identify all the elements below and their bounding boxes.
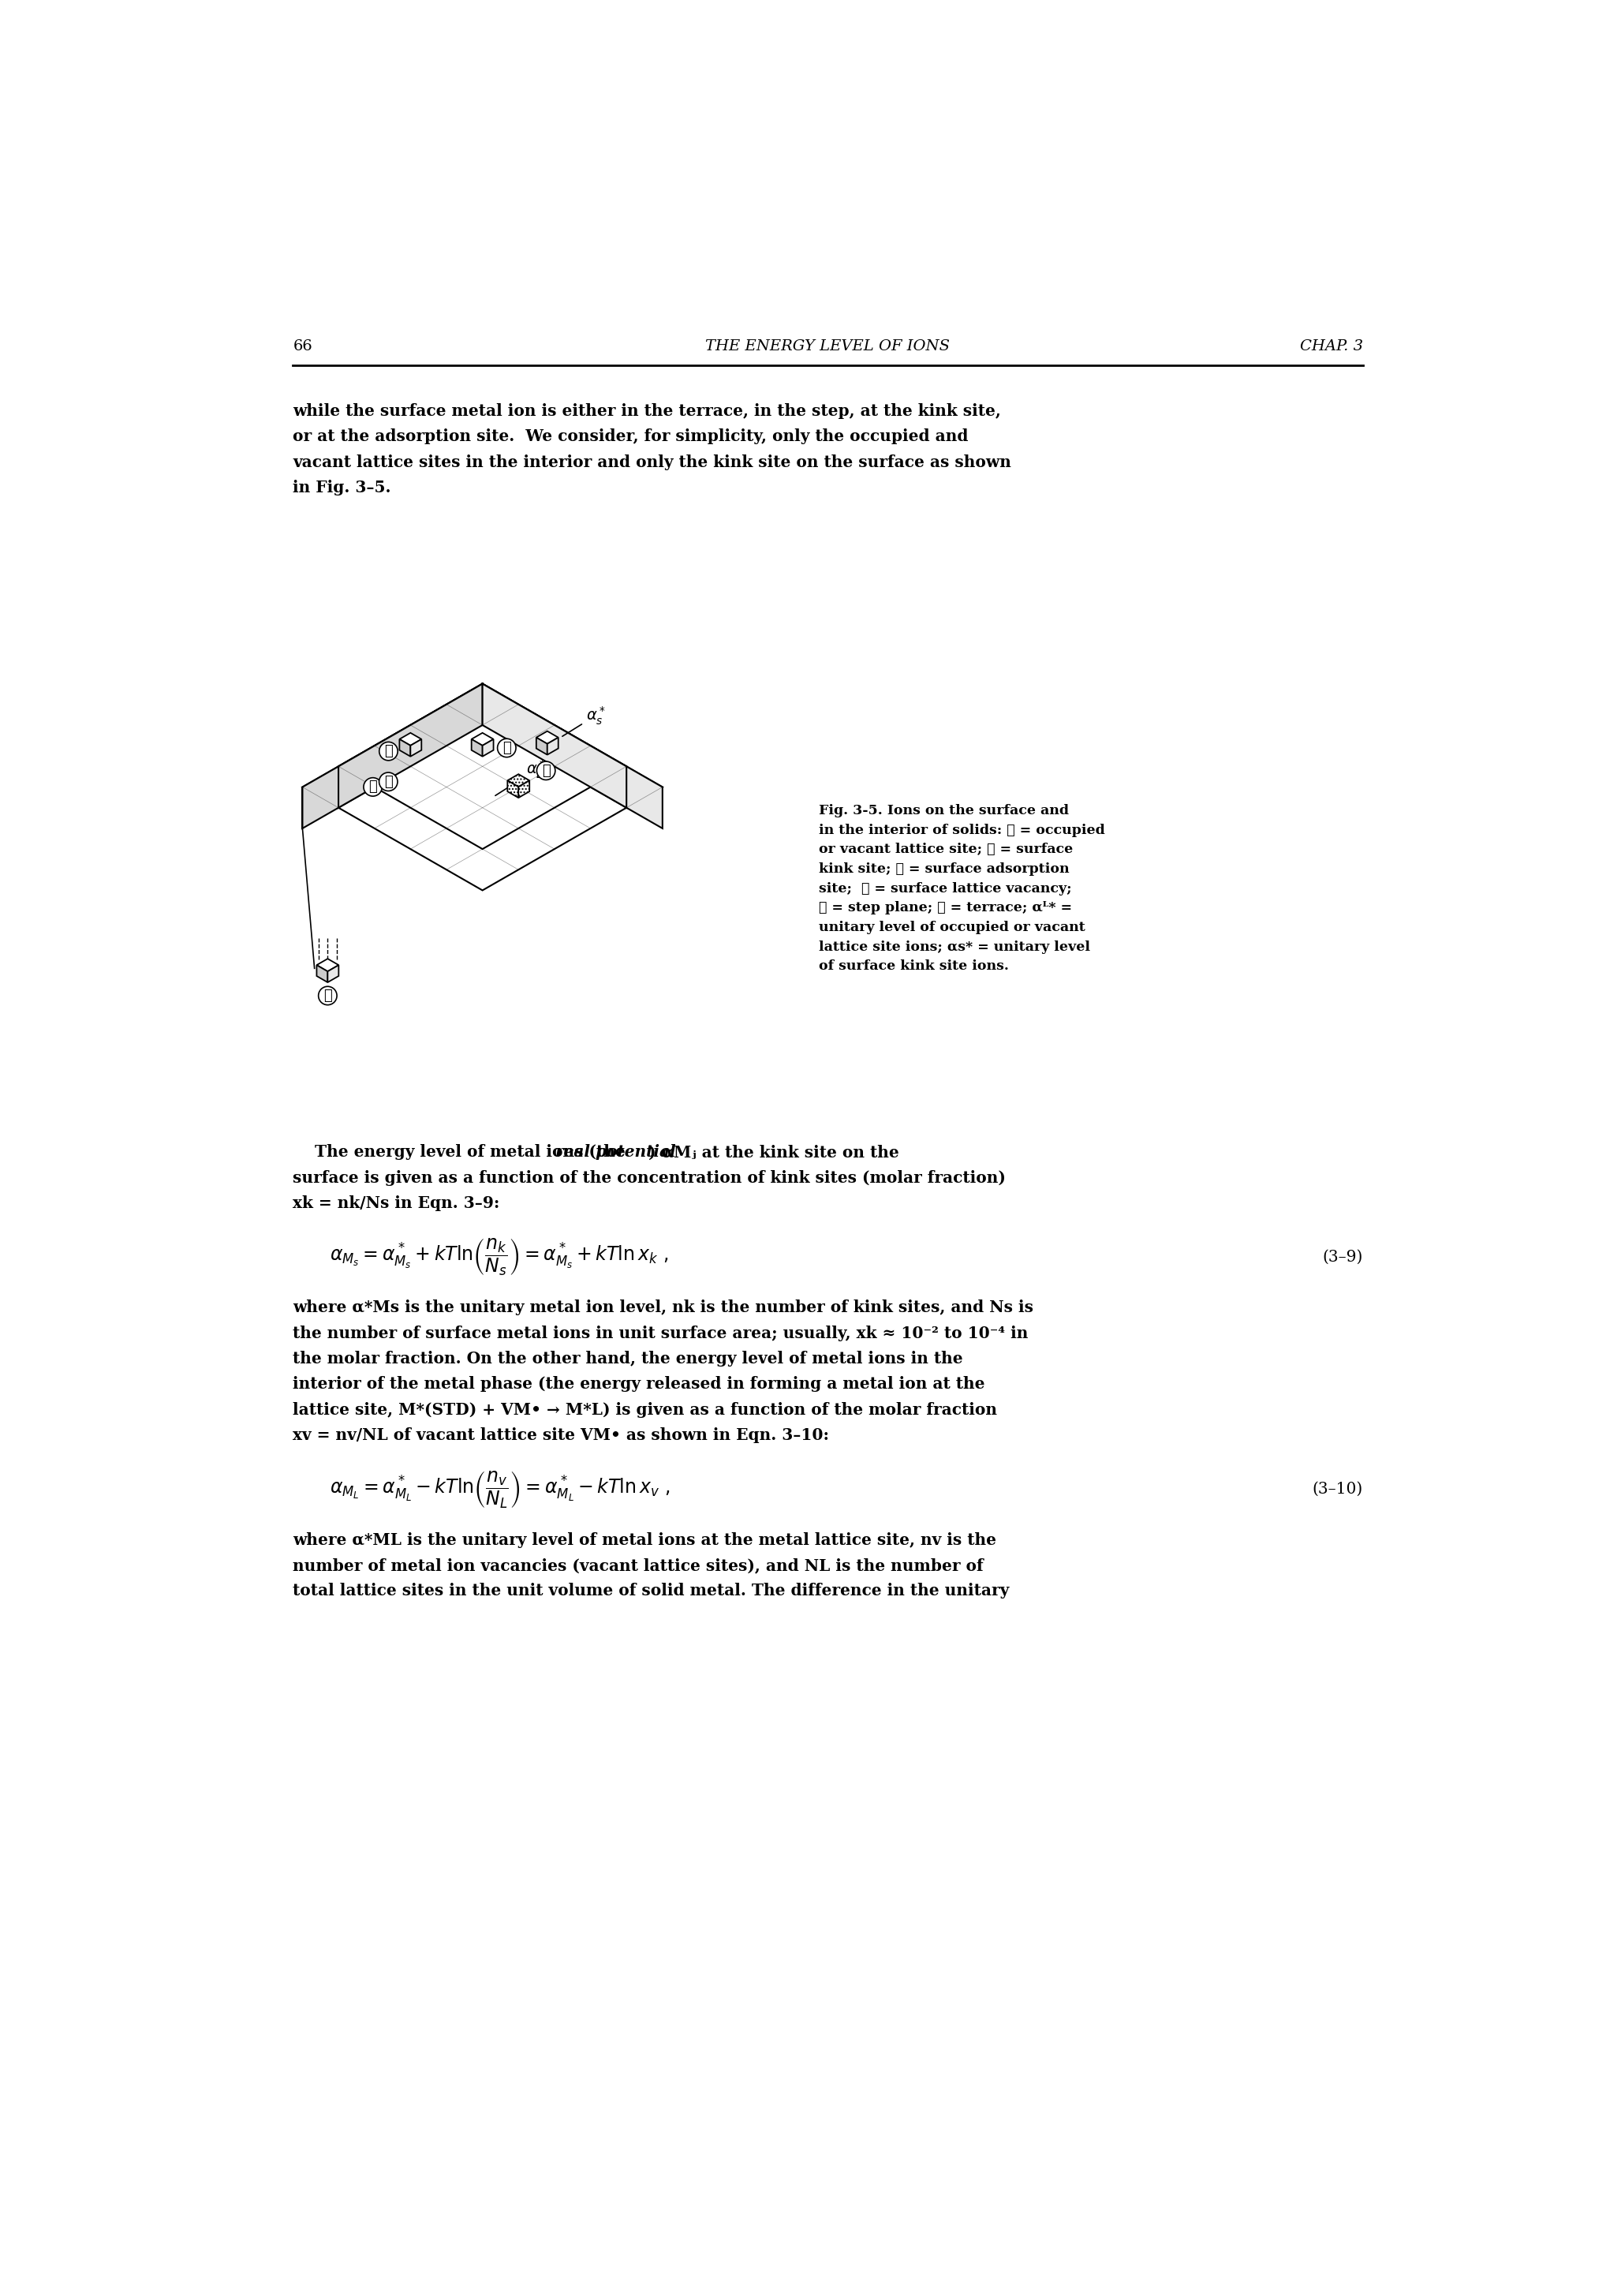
Text: or vacant lattice site; ② = surface: or vacant lattice site; ② = surface bbox=[819, 843, 1072, 856]
Text: CHAP. 3: CHAP. 3 bbox=[1299, 340, 1362, 354]
Polygon shape bbox=[328, 964, 338, 983]
Polygon shape bbox=[536, 737, 547, 755]
Polygon shape bbox=[536, 730, 559, 744]
Polygon shape bbox=[411, 739, 422, 755]
Text: xv = nv/NL of vacant lattice site VM• as shown in Eqn. 3–10:: xv = nv/NL of vacant lattice site VM• as… bbox=[293, 1428, 829, 1444]
Text: number of metal ion vacancies (vacant lattice sites), and NL is the number of: number of metal ion vacancies (vacant la… bbox=[293, 1557, 984, 1573]
Text: ③: ③ bbox=[502, 742, 510, 755]
Text: Fig. 3-5. Ions on the surface and: Fig. 3-5. Ions on the surface and bbox=[819, 804, 1069, 817]
Text: kink site; ③ = surface adsorption: kink site; ③ = surface adsorption bbox=[819, 863, 1069, 875]
Text: vacant lattice sites in the interior and only the kink site on the surface as sh: vacant lattice sites in the interior and… bbox=[293, 455, 1011, 471]
Text: $\alpha_s^*$: $\alpha_s^*$ bbox=[562, 705, 605, 737]
Text: in the interior of solids: ① = occupied: in the interior of solids: ① = occupied bbox=[819, 824, 1104, 838]
Text: ⑥: ⑥ bbox=[385, 774, 393, 790]
Polygon shape bbox=[483, 684, 626, 808]
Polygon shape bbox=[507, 774, 530, 788]
Polygon shape bbox=[483, 739, 494, 755]
Text: while the surface metal ion is either in the terrace, in the step, at the kink s: while the surface metal ion is either in… bbox=[293, 404, 1001, 418]
Text: ②: ② bbox=[385, 744, 393, 758]
Text: where α*Ms is the unitary metal ion level, nk is the number of kink sites, and N: where α*Ms is the unitary metal ion leve… bbox=[293, 1300, 1034, 1316]
Polygon shape bbox=[472, 732, 494, 746]
Text: or at the adsorption site.  We consider, for simplicity, only the occupied and: or at the adsorption site. We consider, … bbox=[293, 429, 969, 445]
Text: site;  ④ = surface lattice vacancy;: site; ④ = surface lattice vacancy; bbox=[819, 882, 1072, 895]
Polygon shape bbox=[472, 739, 483, 755]
Text: ) αMⱼ at the kink site on the: ) αMⱼ at the kink site on the bbox=[649, 1143, 898, 1159]
Polygon shape bbox=[518, 781, 530, 797]
Text: xk = nk/Ns in Eqn. 3–9:: xk = nk/Ns in Eqn. 3–9: bbox=[293, 1196, 501, 1210]
Text: where α*ML is the unitary level of metal ions at the metal lattice site, nv is t: where α*ML is the unitary level of metal… bbox=[293, 1531, 997, 1548]
Text: (3–10): (3–10) bbox=[1312, 1481, 1362, 1497]
Polygon shape bbox=[338, 684, 626, 850]
Text: ①: ① bbox=[324, 990, 332, 1003]
Text: in Fig. 3–5.: in Fig. 3–5. bbox=[293, 480, 391, 496]
Text: the number of surface metal ions in unit surface area; usually, xk ≈ 10⁻² to 10⁻: the number of surface metal ions in unit… bbox=[293, 1325, 1029, 1341]
Text: the molar fraction. On the other hand, the energy level of metal ions in the: the molar fraction. On the other hand, t… bbox=[293, 1350, 963, 1366]
Text: $\alpha_L^*$: $\alpha_L^*$ bbox=[496, 758, 546, 797]
Polygon shape bbox=[317, 960, 338, 971]
Polygon shape bbox=[317, 964, 328, 983]
Polygon shape bbox=[399, 732, 422, 746]
Polygon shape bbox=[303, 684, 662, 891]
Text: lattice site ions; αs* = unitary level: lattice site ions; αs* = unitary level bbox=[819, 939, 1090, 953]
Polygon shape bbox=[507, 781, 518, 797]
Text: ④: ④ bbox=[541, 765, 551, 778]
Text: surface is given as a function of the concentration of kink sites (molar fractio: surface is given as a function of the co… bbox=[293, 1169, 1006, 1185]
Text: lattice site, M*(STD) + VM• → M*L) is given as a function of the molar fraction: lattice site, M*(STD) + VM• → M*L) is gi… bbox=[293, 1403, 997, 1417]
Text: The energy level of metal ions (the: The energy level of metal ions (the bbox=[293, 1143, 631, 1159]
Text: (3–9): (3–9) bbox=[1322, 1249, 1362, 1265]
Polygon shape bbox=[399, 739, 411, 755]
Text: $\alpha_{M_s} = \alpha^*_{M_s} + kT \ln\!\left(\dfrac{n_k}{N_s}\right) = \alpha^: $\alpha_{M_s} = \alpha^*_{M_s} + kT \ln\… bbox=[330, 1238, 668, 1277]
Text: 66: 66 bbox=[293, 340, 312, 354]
Text: THE ENERGY LEVEL OF IONS: THE ENERGY LEVEL OF IONS bbox=[705, 340, 950, 354]
Polygon shape bbox=[303, 684, 483, 829]
Text: $\alpha_{M_L} = \alpha^*_{M_L} - kT \ln\!\left(\dfrac{n_v}{N_L}\right) = \alpha^: $\alpha_{M_L} = \alpha^*_{M_L} - kT \ln\… bbox=[330, 1469, 670, 1511]
Text: ⑤ = step plane; ⑥ = terrace; αᴸ* =: ⑤ = step plane; ⑥ = terrace; αᴸ* = bbox=[819, 902, 1072, 914]
Polygon shape bbox=[483, 684, 662, 829]
Text: ⑤: ⑤ bbox=[369, 781, 377, 794]
Text: total lattice sites in the unit volume of solid metal. The difference in the uni: total lattice sites in the unit volume o… bbox=[293, 1582, 1009, 1598]
Text: unitary level of occupied or vacant: unitary level of occupied or vacant bbox=[819, 921, 1085, 934]
Text: of surface kink site ions.: of surface kink site ions. bbox=[819, 960, 1009, 974]
Polygon shape bbox=[547, 737, 559, 755]
Text: interior of the metal phase (the energy released in forming a metal ion at the: interior of the metal phase (the energy … bbox=[293, 1375, 985, 1391]
Polygon shape bbox=[338, 684, 483, 808]
Text: real potential: real potential bbox=[555, 1143, 676, 1159]
